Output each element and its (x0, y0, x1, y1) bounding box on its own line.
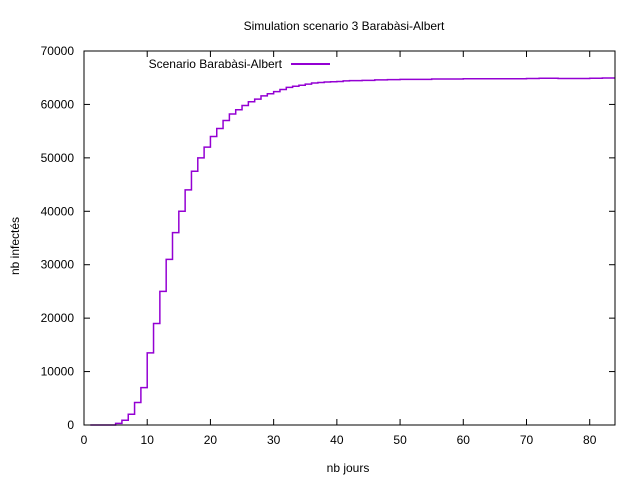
y-tick-label: 30000 (41, 258, 75, 272)
legend-label: Scenario Barabàsi-Albert (149, 57, 283, 71)
x-tick-label: 30 (267, 433, 281, 447)
x-tick-label: 80 (583, 433, 597, 447)
y-tick-label: 60000 (41, 97, 75, 111)
plot-frame (83, 50, 616, 426)
x-tick-label: 50 (393, 433, 407, 447)
x-tick-label: 20 (204, 433, 218, 447)
y-tick-label: 70000 (41, 44, 75, 58)
x-axis-title: nb jours (327, 461, 370, 475)
y-tick-label: 50000 (41, 151, 75, 165)
y-tick-label: 40000 (41, 204, 75, 218)
y-axis-title: nb infectés (8, 217, 22, 275)
x-tick-label: 70 (520, 433, 534, 447)
y-tick-label: 10000 (41, 365, 75, 379)
chart-title: Simulation scenario 3 Barabàsi-Albert (244, 19, 445, 33)
x-tick-label: 60 (457, 433, 471, 447)
x-tick-label: 0 (81, 433, 88, 447)
x-tick-label: 10 (141, 433, 155, 447)
y-tick-label: 0 (67, 418, 74, 432)
y-tick-label: 20000 (41, 311, 75, 325)
x-tick-label: 40 (330, 433, 344, 447)
series-line (90, 77, 615, 426)
